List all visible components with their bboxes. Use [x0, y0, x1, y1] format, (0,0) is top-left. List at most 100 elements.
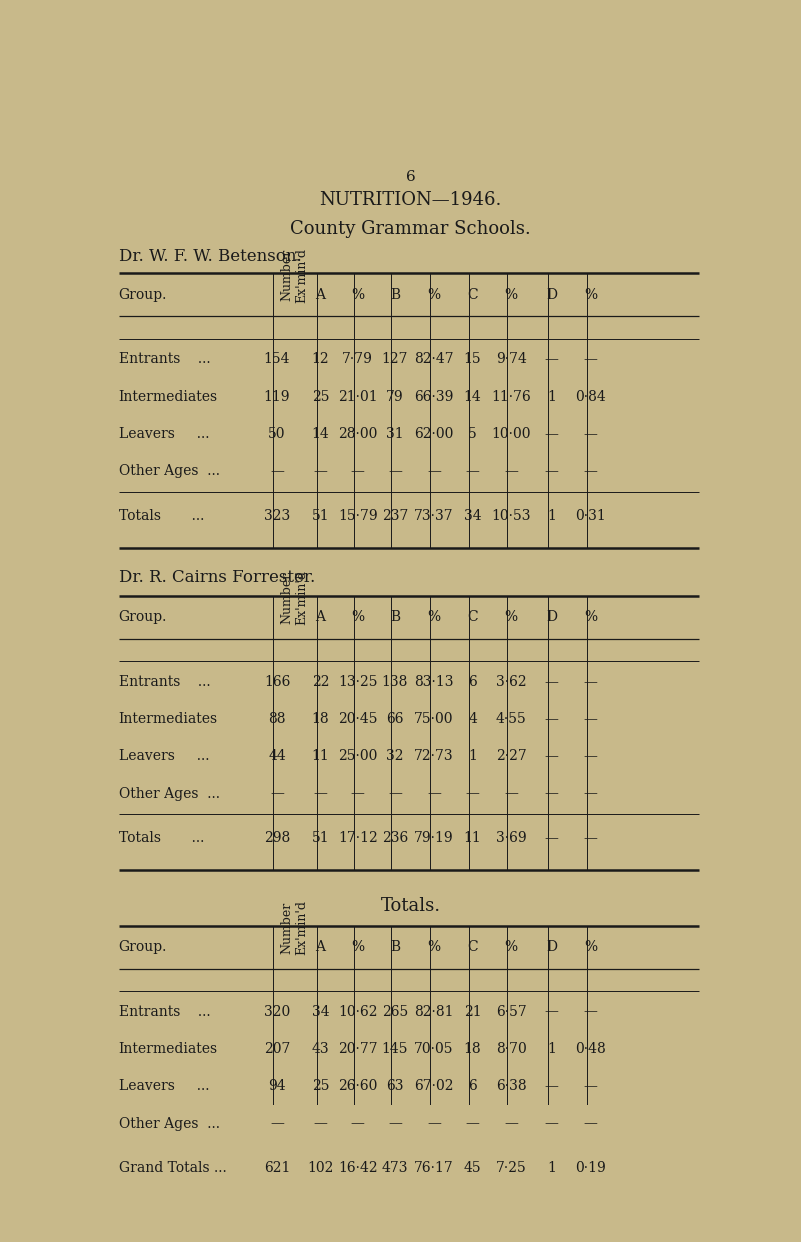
- Text: —: —: [504, 1117, 518, 1130]
- Text: 236: 236: [382, 831, 409, 846]
- Text: Grand Totals ...: Grand Totals ...: [119, 1161, 227, 1175]
- Text: Entrants    ...: Entrants ...: [119, 674, 211, 688]
- Text: —: —: [584, 674, 598, 688]
- Text: —: —: [504, 786, 518, 801]
- Text: B: B: [390, 288, 400, 302]
- Text: 17·12: 17·12: [338, 831, 377, 846]
- Text: —: —: [545, 465, 558, 478]
- Text: 14: 14: [312, 427, 329, 441]
- Text: —: —: [504, 465, 518, 478]
- Text: 1: 1: [547, 390, 556, 404]
- Text: %: %: [428, 288, 441, 302]
- Text: —: —: [388, 1117, 402, 1130]
- Text: 79: 79: [386, 390, 404, 404]
- Text: Group.: Group.: [119, 288, 167, 302]
- Text: 18: 18: [464, 1042, 481, 1056]
- Text: 7·25: 7·25: [496, 1161, 526, 1175]
- Text: 5: 5: [469, 427, 477, 441]
- Text: Leavers     ...: Leavers ...: [119, 749, 209, 764]
- Text: —: —: [270, 1117, 284, 1130]
- Text: 50: 50: [268, 427, 286, 441]
- Text: 21: 21: [464, 1005, 481, 1018]
- Text: A: A: [316, 940, 325, 954]
- Text: %: %: [428, 940, 441, 954]
- Text: County Grammar Schools.: County Grammar Schools.: [290, 220, 531, 237]
- Text: 45: 45: [464, 1161, 481, 1175]
- Text: 10·00: 10·00: [491, 427, 531, 441]
- Text: 76·17: 76·17: [414, 1161, 454, 1175]
- Text: 10·62: 10·62: [338, 1005, 377, 1018]
- Text: Intermediates: Intermediates: [119, 390, 218, 404]
- Text: 20·45: 20·45: [338, 712, 377, 725]
- Text: 22: 22: [312, 674, 329, 688]
- Text: 0·84: 0·84: [575, 390, 606, 404]
- Text: Totals       ...: Totals ...: [119, 509, 204, 523]
- Text: 166: 166: [264, 674, 290, 688]
- Text: —: —: [465, 465, 480, 478]
- Text: Number
Ex'min'd: Number Ex'min'd: [280, 570, 308, 625]
- Text: 28·00: 28·00: [338, 427, 377, 441]
- Text: 82·47: 82·47: [414, 353, 454, 366]
- Text: —: —: [545, 1079, 558, 1093]
- Text: 6: 6: [469, 674, 477, 688]
- Text: Dr. W. F. W. Betenson.: Dr. W. F. W. Betenson.: [119, 248, 301, 266]
- Text: 1: 1: [468, 749, 477, 764]
- Text: Other Ages  ...: Other Ages ...: [119, 465, 219, 478]
- Text: 7·79: 7·79: [342, 353, 373, 366]
- Text: —: —: [584, 465, 598, 478]
- Text: 0·31: 0·31: [575, 509, 606, 523]
- Text: Leavers     ...: Leavers ...: [119, 427, 209, 441]
- Text: 11: 11: [464, 831, 481, 846]
- Text: Other Ages  ...: Other Ages ...: [119, 786, 219, 801]
- Text: —: —: [584, 1079, 598, 1093]
- Text: 8·70: 8·70: [496, 1042, 526, 1056]
- Text: 82·81: 82·81: [414, 1005, 454, 1018]
- Text: Entrants    ...: Entrants ...: [119, 1005, 211, 1018]
- Text: D: D: [546, 288, 557, 302]
- Text: 66: 66: [386, 712, 404, 725]
- Text: 154: 154: [264, 353, 290, 366]
- Text: 83·13: 83·13: [414, 674, 454, 688]
- Text: —: —: [545, 831, 558, 846]
- Text: —: —: [313, 786, 328, 801]
- Text: 21·01: 21·01: [338, 390, 377, 404]
- Text: 14: 14: [464, 390, 481, 404]
- Text: —: —: [351, 465, 364, 478]
- Text: 66·39: 66·39: [414, 390, 454, 404]
- Text: B: B: [390, 940, 400, 954]
- Text: —: —: [427, 465, 441, 478]
- Text: 75·00: 75·00: [414, 712, 454, 725]
- Text: 10·53: 10·53: [491, 509, 531, 523]
- Text: %: %: [505, 940, 517, 954]
- Text: 145: 145: [382, 1042, 409, 1056]
- Text: —: —: [545, 353, 558, 366]
- Text: 323: 323: [264, 509, 290, 523]
- Text: 31: 31: [386, 427, 404, 441]
- Text: 73·37: 73·37: [414, 509, 454, 523]
- Text: 621: 621: [264, 1161, 290, 1175]
- Text: C: C: [467, 940, 478, 954]
- Text: 70·05: 70·05: [414, 1042, 454, 1056]
- Text: %: %: [505, 288, 517, 302]
- Text: —: —: [351, 1117, 364, 1130]
- Text: —: —: [351, 786, 364, 801]
- Text: Intermediates: Intermediates: [119, 712, 218, 725]
- Text: 43: 43: [312, 1042, 329, 1056]
- Text: 15·79: 15·79: [338, 509, 377, 523]
- Text: 26·60: 26·60: [338, 1079, 377, 1093]
- Text: %: %: [584, 940, 597, 954]
- Text: C: C: [467, 288, 478, 302]
- Text: 298: 298: [264, 831, 290, 846]
- Text: 9·74: 9·74: [496, 353, 526, 366]
- Text: 32: 32: [386, 749, 404, 764]
- Text: 18: 18: [312, 712, 329, 725]
- Text: —: —: [584, 712, 598, 725]
- Text: 138: 138: [382, 674, 409, 688]
- Text: 1: 1: [547, 509, 556, 523]
- Text: —: —: [584, 353, 598, 366]
- Text: 473: 473: [382, 1161, 409, 1175]
- Text: C: C: [467, 610, 478, 623]
- Text: 25: 25: [312, 1079, 329, 1093]
- Text: Totals       ...: Totals ...: [119, 831, 204, 846]
- Text: 237: 237: [382, 509, 409, 523]
